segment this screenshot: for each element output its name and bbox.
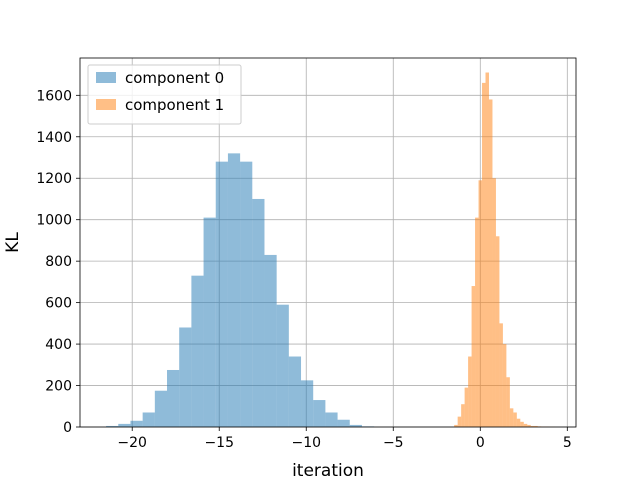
bar-component-1-23 (534, 425, 538, 427)
bar-component-1-0 (454, 424, 458, 427)
bar-component-1-21 (527, 424, 531, 427)
bar-component-1-7 (478, 180, 483, 427)
bar-component-0-10 (227, 153, 241, 427)
bar-component-0-18 (325, 412, 338, 427)
x-tick-label-3: −5 (383, 435, 404, 451)
bar-component-0-13 (264, 254, 277, 427)
bar-component-0-17 (313, 400, 326, 427)
bar-component-0-12 (252, 198, 265, 427)
bar-component-1-13 (499, 323, 503, 427)
legend-box (87, 64, 242, 125)
legend-swatch-component-1 (96, 99, 116, 110)
plot-frame (79, 57, 577, 428)
bar-component-1-8 (482, 82, 486, 427)
bar-component-1-16 (509, 408, 514, 427)
series-component-1-bars (454, 72, 556, 428)
bar-component-0-19 (337, 419, 350, 427)
bar-component-0-8 (203, 217, 216, 427)
bar-component-0-3 (142, 412, 155, 427)
y-tick-label-7: 1400 (36, 130, 72, 146)
bar-component-0-6 (179, 327, 192, 427)
bar-component-1-20 (523, 423, 528, 427)
bar-component-1-18 (516, 418, 521, 427)
bar-component-0-20 (349, 424, 362, 427)
y-tick-label-4: 800 (45, 254, 72, 270)
y-tick-label-5: 1000 (36, 213, 72, 229)
bar-component-1-3 (464, 387, 469, 427)
x-axis-ticks: −20 −15 −10 −5 0 5 (117, 427, 572, 451)
bar-component-0-16 (301, 380, 314, 427)
x-tick-label-1: −15 (204, 435, 234, 451)
y-axis-ticks: 0 200 400 600 800 1000 1200 1400 1600 (36, 88, 80, 436)
bar-component-0-2 (130, 420, 143, 427)
bar-component-0-4 (154, 390, 168, 427)
bar-component-0-7 (191, 275, 204, 427)
x-axis-label: iteration (292, 461, 364, 480)
bar-component-0-14 (276, 304, 289, 427)
legend: component 0 component 1 (87, 64, 242, 125)
bar-component-1-4 (468, 356, 472, 427)
y-tick-label-0: 0 (63, 420, 72, 436)
bar-component-0-11 (240, 161, 253, 428)
bar-component-1-5 (471, 286, 476, 427)
bar-component-0-5 (167, 369, 180, 427)
y-tick-label-3: 600 (45, 296, 72, 312)
legend-label-component-0: component 0 (125, 69, 224, 87)
y-tick-label-8: 1600 (36, 88, 72, 104)
x-tick-label-2: −10 (291, 435, 321, 451)
legend-swatch-component-0 (96, 72, 116, 83)
bar-component-0-1 (118, 423, 131, 427)
bar-component-0-0 (106, 425, 119, 427)
y-axis-label: KL (3, 232, 23, 253)
bar-component-0-15 (288, 356, 302, 427)
bar-component-1-9 (485, 72, 489, 428)
bar-component-1-15 (506, 377, 510, 427)
bar-component-1-17 (513, 412, 517, 427)
bar-component-0-9 (215, 161, 228, 428)
x-tick-label-4: 0 (476, 435, 485, 451)
bar-component-1-1 (457, 416, 462, 427)
series-component-0-bars (106, 153, 375, 428)
bar-component-1-2 (461, 404, 465, 427)
y-tick-label-1: 200 (45, 379, 72, 395)
bar-component-1-22 (530, 425, 535, 427)
bar-component-1-12 (495, 236, 500, 427)
bar-component-1-14 (502, 344, 507, 427)
x-tick-label-0: −20 (117, 435, 147, 451)
y-tick-label-6: 1200 (36, 171, 72, 187)
bar-component-1-11 (492, 178, 496, 427)
y-tick-label-2: 400 (45, 337, 72, 353)
bar-component-1-19 (520, 421, 524, 427)
x-tick-label-5: 5 (563, 435, 572, 451)
bar-component-1-10 (488, 99, 493, 428)
legend-label-component-1: component 1 (125, 96, 224, 114)
bar-component-1-6 (475, 217, 479, 427)
